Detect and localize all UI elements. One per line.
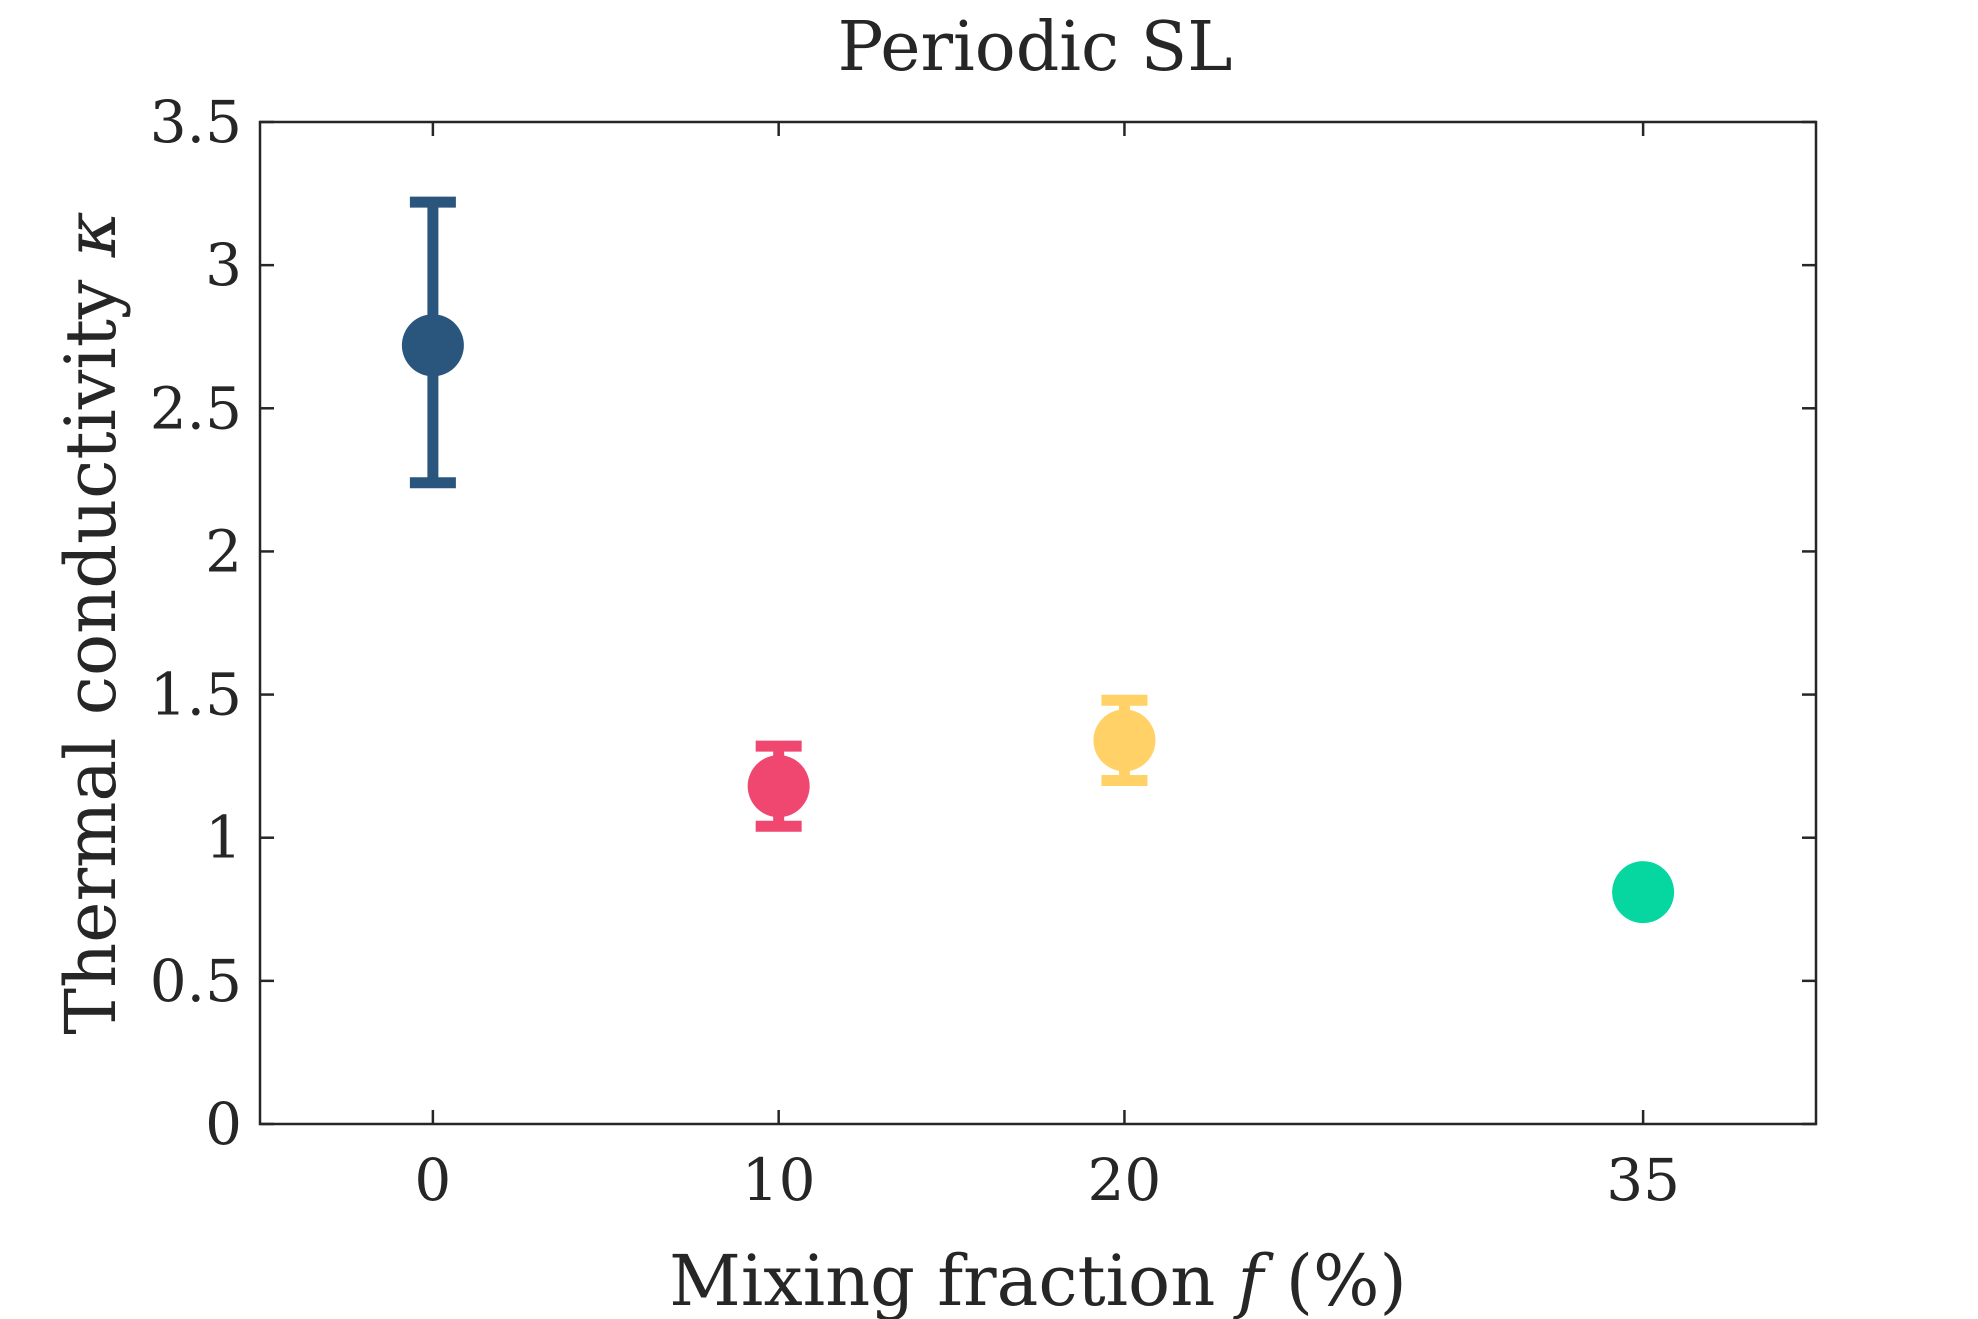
x-tick-label: 20 <box>1088 1146 1162 1214</box>
y-tick-label: 3.5 <box>150 88 242 156</box>
y-tick-label: 0 <box>205 1090 242 1158</box>
tick-marks <box>260 120 1816 1126</box>
data-point-group <box>747 740 810 832</box>
y-tick-label: 2.5 <box>150 374 242 442</box>
y-axis-label-text: Thermal conductivity <box>50 257 132 1034</box>
x-tick-label: 10 <box>742 1146 816 1214</box>
x-axis-label-text: Mixing fraction <box>669 1240 1237 1319</box>
y-tick-label: 2 <box>205 517 242 585</box>
x-axis-label: Mixing fraction f (%) <box>669 1240 1407 1319</box>
y-axis-variable: κ <box>50 211 132 258</box>
data-point-marker <box>1093 709 1156 772</box>
data-point-group <box>1612 861 1675 924</box>
data-point-marker <box>1612 861 1675 924</box>
x-tick-label: 0 <box>414 1146 451 1214</box>
data-point-group <box>401 196 464 489</box>
y-tick-label: 1.5 <box>150 661 242 729</box>
x-tick-label: 35 <box>1606 1146 1680 1214</box>
x-axis-unit: (%) <box>1263 1240 1406 1319</box>
y-tick-label: 1 <box>205 804 242 872</box>
data-point-marker <box>401 314 464 377</box>
y-axis-label: Thermal conductivity κ <box>50 211 132 1034</box>
chart-title: Periodic SL <box>838 8 1233 87</box>
y-tick-labels: 0 0.5 1 1.5 2 2.5 3 3.5 <box>150 88 242 1158</box>
x-tick-labels: 0 10 20 35 <box>414 1146 1680 1214</box>
plot-area-frame <box>258 120 1818 1126</box>
data-point-marker <box>747 755 810 818</box>
y-tick-label: 0.5 <box>150 947 242 1015</box>
y-tick-label: 3 <box>205 231 242 299</box>
data-points <box>401 196 1675 924</box>
data-point-group <box>1093 694 1156 786</box>
